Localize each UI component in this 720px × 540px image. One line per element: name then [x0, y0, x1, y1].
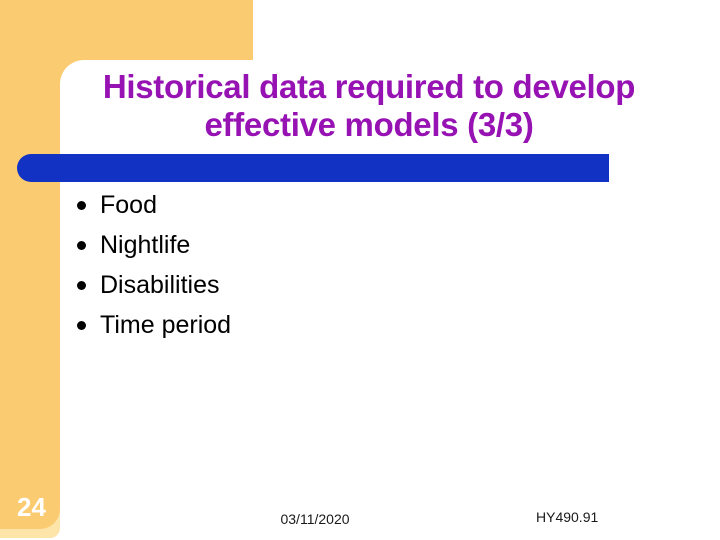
list-item: Time period [77, 305, 637, 345]
bullet-label: Disabilities [100, 270, 220, 299]
footer-course-code: HY490.91 [536, 509, 599, 525]
bullet-label: Food [100, 190, 157, 219]
bullet-icon [77, 200, 86, 210]
bullet-icon [77, 240, 86, 250]
list-item: Disabilities [77, 265, 637, 305]
title-underline-bar [17, 154, 609, 182]
content-panel [60, 60, 720, 540]
bullet-icon [77, 320, 86, 330]
bullet-icon [77, 280, 86, 290]
bullet-label: Time period [100, 310, 232, 339]
list-item: Food [77, 185, 637, 225]
bullet-list: Food Nightlife Disabilities Time period [77, 185, 637, 345]
list-item: Nightlife [77, 225, 637, 265]
slide-title-line-2: effective models (3/3) [204, 106, 534, 143]
footer-date: 03/11/2020 [280, 511, 350, 527]
bullet-label: Nightlife [100, 230, 191, 259]
slide-number: 24 [17, 492, 46, 522]
slide-title-line-1: Historical data required to develop [102, 68, 636, 105]
slide-title: Historical data required to develop effe… [54, 68, 684, 144]
